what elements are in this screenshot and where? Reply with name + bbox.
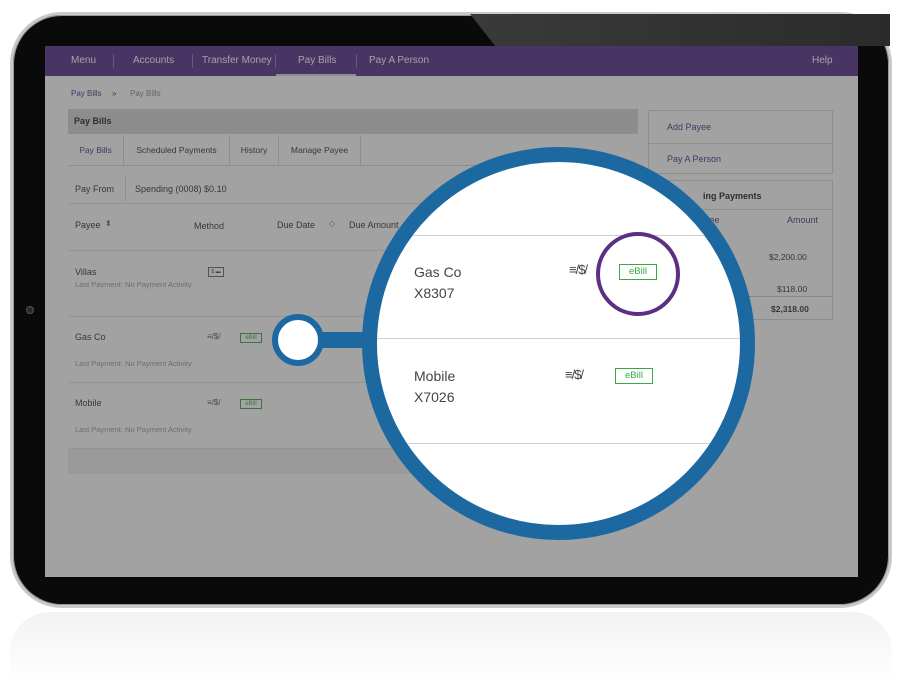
tablet-reflection bbox=[10, 612, 892, 682]
lens-row-divider bbox=[377, 443, 740, 444]
lens-payee-account: X8307 bbox=[414, 285, 455, 301]
tablet-shine bbox=[470, 14, 890, 46]
ebill-badge[interactable]: eBill bbox=[240, 333, 262, 343]
divider bbox=[649, 209, 832, 210]
pending-col-amount: Amount bbox=[787, 215, 819, 225]
lens-payee-name: Gas Co bbox=[414, 264, 462, 280]
column-due-amount: Due Amount bbox=[349, 220, 399, 230]
breadcrumb-first[interactable]: Pay Bills bbox=[71, 89, 102, 98]
column-method: Method bbox=[194, 221, 225, 231]
top-nav: Menu Accounts Transfer Money Pay Bills P… bbox=[45, 46, 858, 76]
row-divider bbox=[68, 316, 638, 317]
pending-payments-title: ing Payments bbox=[703, 191, 762, 201]
nav-divider bbox=[275, 54, 276, 68]
electronic-payment-icon: ≡/$/ bbox=[569, 262, 588, 277]
sort-icon[interactable]: ⬍ bbox=[105, 219, 112, 228]
pay-from-label: Pay From bbox=[75, 184, 115, 194]
camera-icon bbox=[26, 306, 34, 314]
payee-actions-box bbox=[648, 110, 833, 174]
check-method-icon: $ ▬ bbox=[208, 267, 224, 277]
breadcrumb-separator: » bbox=[112, 89, 117, 98]
breadcrumb-current: Pay Bills bbox=[130, 89, 161, 98]
row-divider bbox=[68, 448, 638, 449]
payee-name: Gas Co bbox=[75, 332, 106, 342]
pending-col-payee: yee bbox=[705, 215, 720, 225]
pending-amount: $2,200.00 bbox=[769, 252, 807, 262]
ebill-badge[interactable]: eBill bbox=[615, 368, 653, 384]
magnifier-connector bbox=[315, 332, 377, 348]
lens-payee-account: X7026 bbox=[414, 389, 455, 405]
nav-active-indicator bbox=[276, 74, 356, 76]
electronic-payment-icon: ≡/$/ bbox=[207, 332, 221, 341]
panel-title: Pay Bills bbox=[74, 116, 112, 126]
pay-from-select[interactable]: Spending (0008) $0.10 bbox=[125, 176, 638, 202]
nav-pay-a-person[interactable]: Pay A Person bbox=[369, 55, 430, 66]
tab-manage-payee[interactable]: Manage Payee bbox=[279, 135, 361, 165]
column-due-date: Due Date bbox=[277, 220, 316, 230]
row-divider bbox=[68, 382, 638, 383]
magnifier-pointer bbox=[272, 314, 324, 366]
nav-menu[interactable]: Menu bbox=[71, 55, 97, 66]
info-icon: ◇ bbox=[329, 219, 336, 228]
nav-divider bbox=[356, 54, 357, 68]
nav-help[interactable]: Help bbox=[812, 55, 833, 66]
pay-from-value: Spending (0008) $0.10 bbox=[135, 184, 227, 194]
lens-row-divider bbox=[377, 338, 740, 339]
add-payee-link[interactable]: Add Payee bbox=[667, 122, 712, 132]
row-divider bbox=[68, 203, 638, 204]
ebill-badge[interactable]: eBill bbox=[240, 399, 262, 409]
nav-divider bbox=[113, 54, 114, 68]
nav-accounts[interactable]: Accounts bbox=[133, 55, 175, 66]
payee-name: Villas bbox=[75, 267, 97, 277]
tabs-divider bbox=[68, 165, 638, 166]
lens-row-divider bbox=[377, 235, 740, 236]
payee-name: Mobile bbox=[75, 398, 102, 408]
payee-status: Last Payment: No Payment Activity bbox=[75, 359, 192, 368]
column-payee[interactable]: Payee bbox=[75, 220, 101, 230]
payee-status: Last Payment: No Payment Activity bbox=[75, 425, 192, 434]
nav-pay-bills[interactable]: Pay Bills bbox=[298, 55, 337, 66]
magnifier-lens: Gas Co X8307 ≡/$/ eBill Mobile X7026 ≡/$… bbox=[362, 147, 755, 540]
electronic-payment-icon: ≡/$/ bbox=[565, 367, 584, 382]
nav-transfer-money[interactable]: Transfer Money bbox=[202, 55, 272, 66]
payee-status: Last Payment: No Payment Activity bbox=[75, 280, 192, 289]
tab-scheduled-payments[interactable]: Scheduled Payments bbox=[124, 135, 230, 165]
row-divider bbox=[68, 250, 638, 251]
nav-divider bbox=[192, 54, 193, 68]
pay-a-person-link[interactable]: Pay A Person bbox=[667, 154, 722, 164]
pending-total: $2,318.00 bbox=[771, 304, 809, 314]
tab-history[interactable]: History bbox=[230, 135, 279, 165]
ebill-highlight-ring bbox=[596, 232, 680, 316]
electronic-payment-icon: ≡/$/ bbox=[207, 398, 221, 407]
tab-pay-bills[interactable]: Pay Bills bbox=[68, 135, 124, 165]
panel-header: Pay Bills bbox=[68, 109, 638, 134]
pending-amount: $118.00 bbox=[777, 284, 808, 294]
divider bbox=[649, 143, 832, 144]
lens-payee-name: Mobile bbox=[414, 368, 456, 384]
